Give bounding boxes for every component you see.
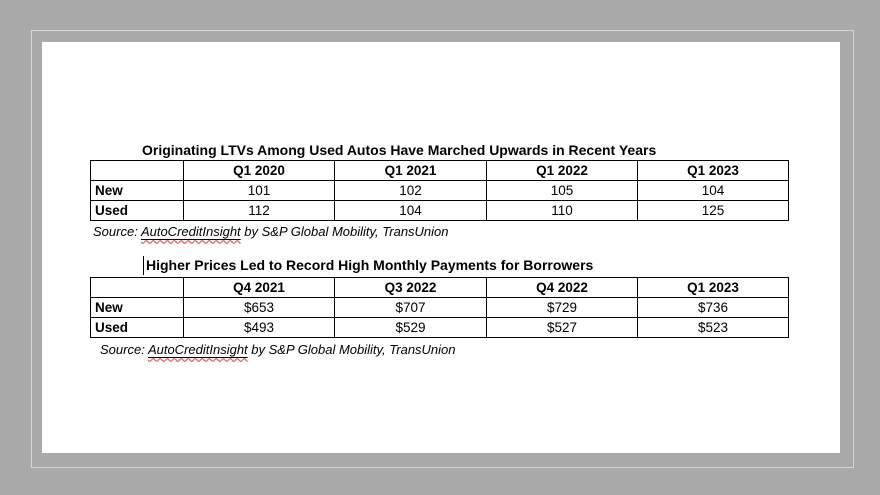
page-frame-line [31, 30, 854, 468]
row-label[interactable]: Used [90, 200, 184, 221]
spellcheck-squiggle: AutoCreditInsight [141, 224, 241, 239]
column-header[interactable]: Q4 2022 [486, 277, 638, 298]
table-cell[interactable]: 125 [637, 200, 789, 221]
source-suffix: by S&P Global Mobility, TransUnion [240, 224, 449, 239]
source-underlined-text: AutoCreditInsight [140, 224, 241, 239]
payments-table: Q4 2021 Q3 2022 Q4 2022 Q1 2023 New $653… [90, 277, 789, 338]
table-cell[interactable]: 112 [183, 200, 335, 221]
source-prefix: Source: [93, 224, 141, 239]
text-cursor-caret [143, 256, 144, 275]
table-cell[interactable]: $523 [637, 317, 789, 338]
table-cell[interactable]: 105 [486, 180, 638, 201]
source-suffix: by S&P Global Mobility, TransUnion [247, 342, 456, 357]
table-title-payments[interactable]: Higher Prices Led to Record High Monthly… [146, 257, 594, 273]
table-cell[interactable]: $653 [183, 297, 335, 318]
table-cell[interactable]: 104 [637, 180, 789, 201]
table-cell[interactable]: $529 [334, 317, 487, 338]
column-header[interactable]: Q3 2022 [334, 277, 487, 298]
spellcheck-squiggle: AutoCreditInsight [148, 342, 248, 357]
table-cell[interactable]: $493 [183, 317, 335, 338]
column-header[interactable] [90, 160, 184, 181]
source-line[interactable]: Source: AutoCreditInsight by S&P Global … [100, 342, 456, 357]
document-page[interactable]: Originating LTVs Among Used Autos Have M… [42, 42, 840, 453]
source-underlined-text: AutoCreditInsight [147, 342, 248, 357]
column-header[interactable]: Q1 2023 [637, 277, 789, 298]
table-row: Used $493 $529 $527 $523 [90, 317, 789, 338]
table-cell[interactable]: 110 [486, 200, 638, 221]
source-prefix: Source: [100, 342, 148, 357]
source-line[interactable]: Source: AutoCreditInsight by S&P Global … [93, 224, 449, 239]
column-header[interactable]: Q1 2023 [637, 160, 789, 181]
table-title-ltv[interactable]: Originating LTVs Among Used Autos Have M… [142, 142, 657, 158]
table-row: New 101 102 105 104 [90, 180, 789, 201]
table-row: Used 112 104 110 125 [90, 200, 789, 221]
table-cell[interactable]: $736 [637, 297, 789, 318]
table-header-row: Q4 2021 Q3 2022 Q4 2022 Q1 2023 [90, 277, 789, 298]
table-cell[interactable]: 102 [334, 180, 487, 201]
table-cell[interactable]: 104 [334, 200, 487, 221]
table-header-row: Q1 2020 Q1 2021 Q1 2022 Q1 2023 [90, 160, 789, 181]
table-cell[interactable]: $527 [486, 317, 638, 338]
column-header[interactable]: Q4 2021 [183, 277, 335, 298]
table-row: New $653 $707 $729 $736 [90, 297, 789, 318]
ltv-table: Q1 2020 Q1 2021 Q1 2022 Q1 2023 New 101 … [90, 160, 789, 221]
column-header[interactable]: Q1 2020 [183, 160, 335, 181]
table-cell[interactable]: $729 [486, 297, 638, 318]
column-header[interactable]: Q1 2021 [334, 160, 487, 181]
table-cell[interactable]: $707 [334, 297, 487, 318]
row-label[interactable]: New [90, 297, 184, 318]
row-label[interactable]: Used [90, 317, 184, 338]
column-header[interactable] [90, 277, 184, 298]
table-cell[interactable]: 101 [183, 180, 335, 201]
row-label[interactable]: New [90, 180, 184, 201]
column-header[interactable]: Q1 2022 [486, 160, 638, 181]
